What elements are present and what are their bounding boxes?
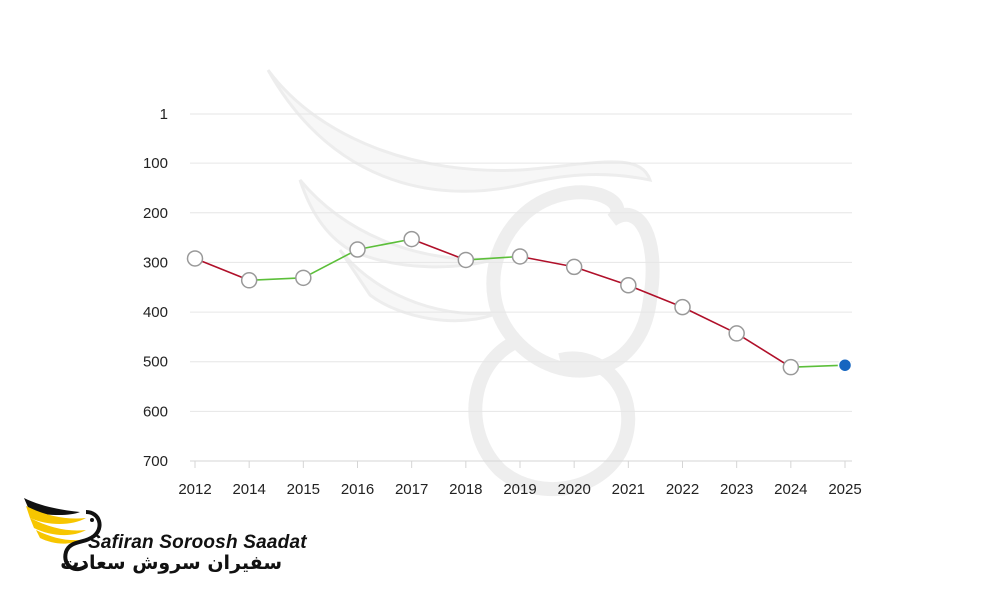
x-tick-label: 2024 <box>774 481 807 498</box>
series-segment <box>573 266 629 287</box>
rank-series-line <box>194 238 846 368</box>
data-point <box>565 258 583 276</box>
y-tick-label: 1 <box>160 106 168 123</box>
x-tick-label: 2021 <box>612 481 645 498</box>
data-point <box>295 269 312 287</box>
data-point <box>674 298 691 316</box>
x-tick-label: 2018 <box>449 481 482 498</box>
brand-name-latin: Safiran Soroosh Saadat <box>88 532 307 553</box>
y-tick-label: 100 <box>143 155 168 172</box>
x-tick-label: 2022 <box>666 481 699 498</box>
series-segment <box>357 238 412 251</box>
brand-logo-icon <box>24 498 102 572</box>
data-point <box>620 277 637 294</box>
data-point <box>186 250 204 267</box>
series-segment <box>194 257 250 282</box>
x-tick-label: 2017 <box>395 481 428 498</box>
data-point-current <box>837 357 853 373</box>
watermark-wing-logo <box>266 69 660 497</box>
data-point <box>728 325 745 342</box>
x-tick-label: 2020 <box>557 481 590 498</box>
x-tick-label: 2016 <box>341 481 374 498</box>
series-segment <box>411 238 467 261</box>
grid-lines <box>190 113 852 412</box>
brand-name-persian: سفیران سروش سعادت <box>60 552 282 574</box>
series-segment <box>465 255 521 261</box>
series-segment <box>628 284 683 308</box>
y-tick-label: 200 <box>143 205 168 222</box>
x-tick-label: 2023 <box>720 481 753 498</box>
y-tick-label: 700 <box>143 453 168 470</box>
data-point <box>457 251 475 269</box>
rank-series-markers <box>186 230 853 376</box>
x-tick-label: 2015 <box>287 481 320 498</box>
x-tick-label: 2019 <box>503 481 536 498</box>
x-axis <box>190 460 852 468</box>
x-axis-tick-labels: 2012 2014 2015 2016 2017 2018 2019 2020 2021 2022… <box>178 481 861 498</box>
x-tick-label: 2025 <box>828 481 861 498</box>
data-point <box>240 272 258 289</box>
data-point <box>403 230 420 248</box>
y-tick-label: 600 <box>143 403 168 420</box>
y-axis-tick-labels: 1 100 200 300 400 500 600 700 <box>143 106 168 470</box>
y-tick-label: 500 <box>143 354 168 371</box>
data-point <box>511 248 529 265</box>
series-segment <box>736 332 792 368</box>
y-tick-label: 400 <box>143 304 168 321</box>
series-segment <box>682 306 738 335</box>
series-segment <box>519 255 575 268</box>
series-segment <box>249 277 304 282</box>
x-tick-label: 2012 <box>178 481 211 498</box>
x-tick-label: 2014 <box>232 481 265 498</box>
y-tick-label: 300 <box>143 254 168 271</box>
series-segment <box>790 364 846 368</box>
data-point <box>782 358 800 376</box>
series-segment <box>302 248 358 279</box>
data-point <box>349 241 366 258</box>
